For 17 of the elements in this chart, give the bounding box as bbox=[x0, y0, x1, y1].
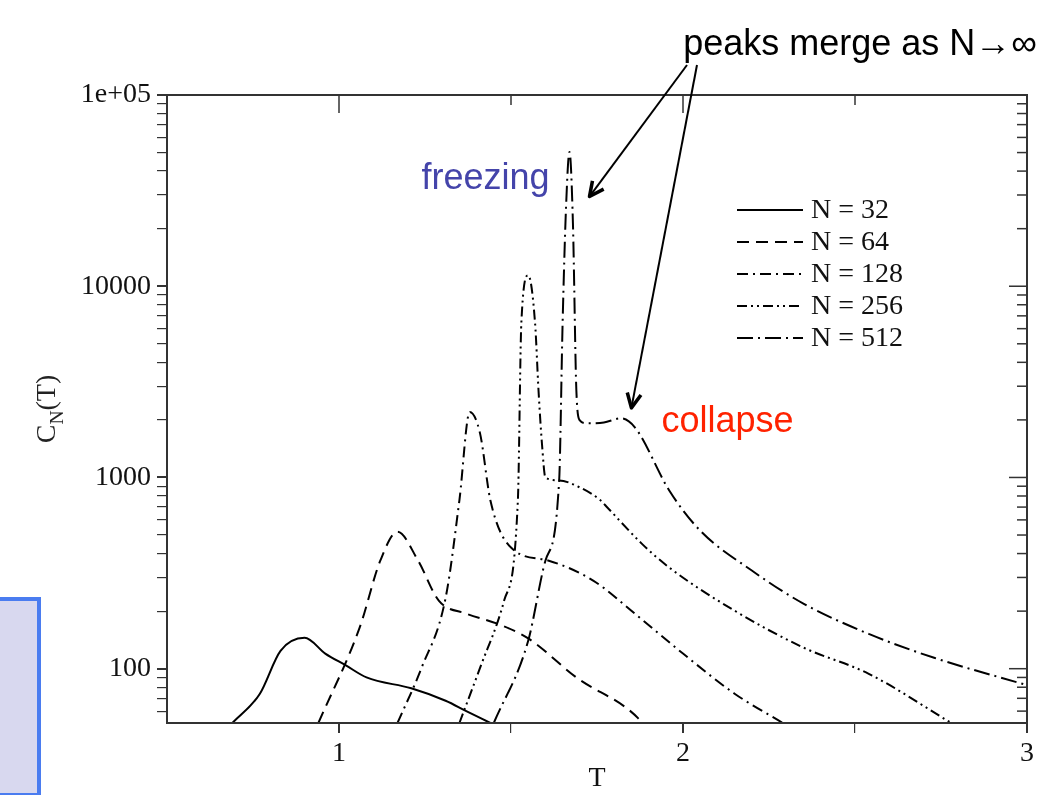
x-tick-label: 3 bbox=[1020, 736, 1034, 768]
legend-label: N = 64 bbox=[811, 225, 890, 257]
legend-label: N = 32 bbox=[811, 193, 890, 225]
legend-label: N = 128 bbox=[811, 257, 904, 289]
x-axis-title: T bbox=[588, 760, 606, 792]
legend-label: N = 256 bbox=[811, 289, 904, 321]
y-tick-label: 1e+05 bbox=[80, 77, 151, 109]
x-tick-label: 1 bbox=[332, 736, 346, 768]
annotation: freezing bbox=[421, 155, 550, 197]
y-tick-label: 100 bbox=[109, 651, 151, 683]
text: peaks merge as N→∞ bbox=[683, 22, 1037, 63]
legend-label: N = 512 bbox=[811, 321, 904, 353]
y-axis-title: CN(T) bbox=[30, 374, 68, 444]
x-tick-label: 2 bbox=[676, 736, 690, 768]
annotation: collapse bbox=[661, 398, 794, 440]
y-tick-label: 1000 bbox=[95, 459, 151, 491]
y-tick-label: 10000 bbox=[81, 268, 151, 300]
